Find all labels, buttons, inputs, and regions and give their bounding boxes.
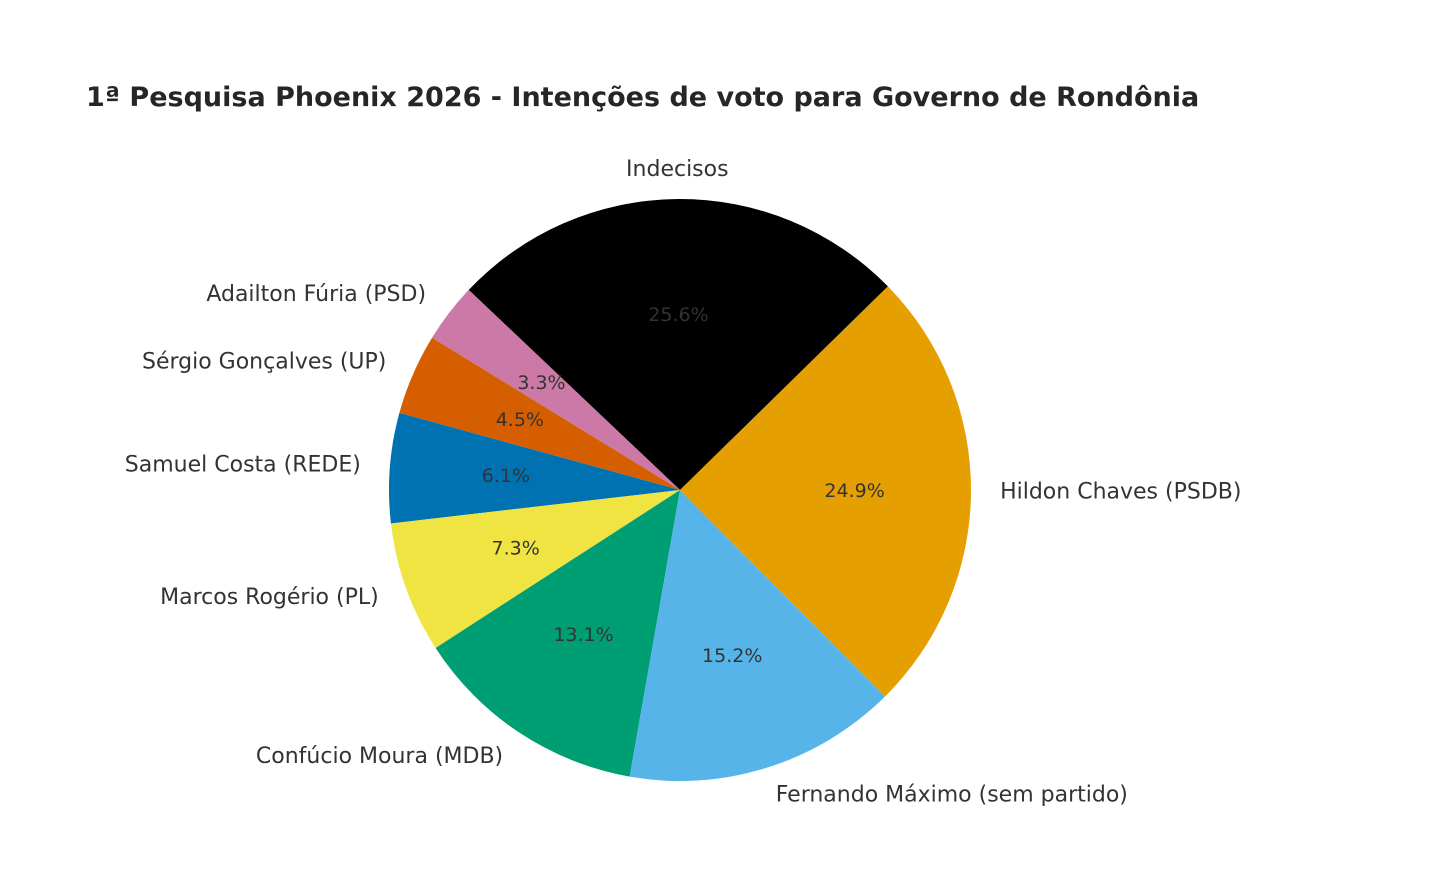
slice-name-label: Marcos Rogério (PL): [160, 585, 379, 610]
slice-percent-label: 25.6%: [648, 304, 708, 326]
slice-name-label: Fernando Máximo (sem partido): [776, 782, 1128, 807]
pie-slice: [468, 198, 888, 491]
slice-percent-label: 13.1%: [553, 624, 613, 646]
pie-slices: [389, 198, 972, 781]
slice-name-labels: Indecisos Adailton Fúria (PSD) Sérgio Gonç…: [125, 157, 1242, 808]
slice-percent-label: 4.5%: [496, 409, 544, 431]
slice-name-label: Adailton Fúria (PSD): [206, 282, 426, 307]
slice-name-label: Hildon Chaves (PSDB): [1000, 479, 1241, 504]
pie-slice: [680, 286, 972, 697]
slice-percent-label: 15.2%: [702, 645, 762, 667]
pie-slice: [435, 490, 680, 777]
slice-name-label: Samuel Costa (REDE): [125, 453, 361, 478]
pie-slice: [390, 490, 680, 648]
pie-slice: [389, 412, 680, 524]
pie-slice: [399, 337, 680, 490]
slice-percent-label: 6.1%: [482, 465, 530, 487]
slice-name-label: Indecisos: [626, 157, 729, 182]
slice-percent-label: 24.9%: [824, 480, 884, 502]
slice-name-label: Confúcio Moura (MDB): [256, 744, 503, 769]
slice-percent-label: 3.3%: [517, 372, 565, 394]
pie-slice: [432, 289, 680, 490]
chart-title: 1ª Pesquisa Phoenix 2026 - Intenções de …: [86, 82, 1200, 113]
pie-slice: [629, 490, 885, 781]
slice-name-label: Sérgio Gonçalves (UP): [142, 350, 386, 375]
percent-labels: 25.6% 3.3% 4.5% 6.1% 7.3% 13.1% 15.2% 24.9%: [482, 304, 885, 667]
slice-percent-label: 7.3%: [492, 537, 540, 559]
